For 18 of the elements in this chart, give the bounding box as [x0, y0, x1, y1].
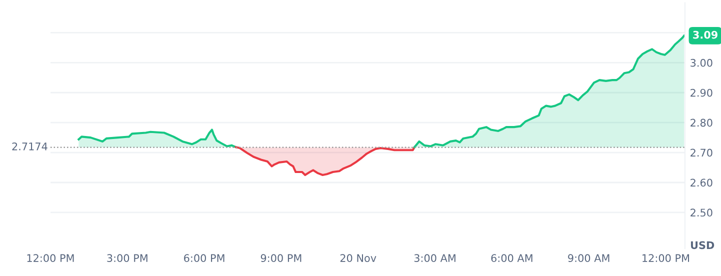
y-tick-label: 2.60: [690, 178, 712, 187]
x-tick-label: 12:00 PM: [27, 254, 74, 262]
annotation: 3.09: [693, 30, 718, 39]
x-tick-label: 9:00 PM: [260, 254, 302, 262]
x-tick-label: 9:00 AM: [568, 254, 610, 262]
y-tick-label: 2.50: [690, 208, 712, 217]
y-tick-label: 2.80: [690, 118, 712, 127]
y-tick-label: 2.90: [690, 88, 712, 97]
x-tick-label: 20 Nov: [340, 254, 376, 262]
x-tick-label: 12:00 PM: [642, 254, 690, 262]
ref-line-label: 2.7174: [12, 142, 48, 150]
y-tick-label: 2.70: [690, 148, 712, 157]
x-tick-label: 6:00 PM: [184, 254, 224, 262]
y-axis-title: USD: [690, 241, 714, 250]
y-tick-label: 3.00: [690, 58, 712, 67]
x-tick-label: 6:00 AM: [491, 254, 532, 262]
x-tick-label: 3:00 PM: [107, 254, 148, 262]
x-tick-label: 3:00 AM: [414, 254, 456, 262]
